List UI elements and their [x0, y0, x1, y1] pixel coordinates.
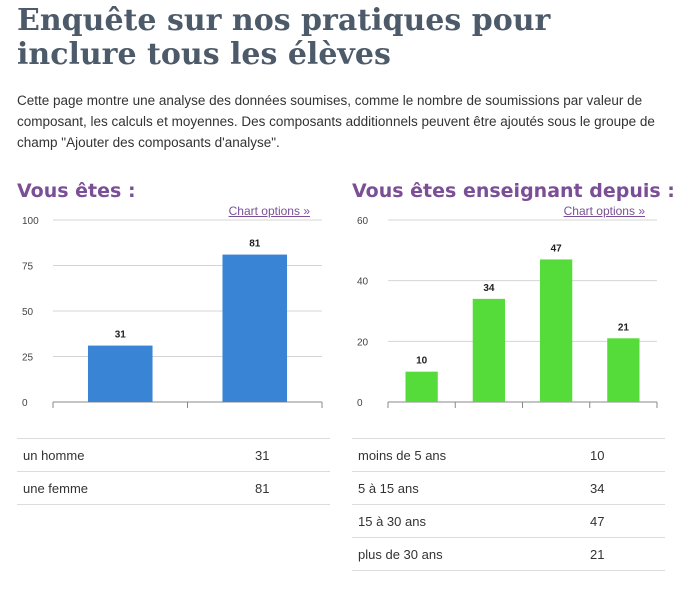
count-cell: 47	[590, 504, 665, 538]
category-cell: 15 à 30 ans	[352, 504, 590, 538]
chart-options-link[interactable]: Chart options »	[228, 204, 310, 218]
y-tick-label: 50	[22, 307, 34, 318]
experience-bar-chart: 0 20 40 60 10 34 47 21	[357, 216, 658, 409]
y-tick-label: 20	[357, 337, 369, 348]
bar-value-label: 31	[115, 330, 127, 341]
experience-panel-title: Vous êtes enseignant depuis :	[352, 180, 675, 202]
y-tick-label: 60	[357, 216, 369, 227]
table-row: une femme 81	[17, 471, 330, 505]
bar	[472, 298, 506, 402]
table-row: moins de 5 ans 10	[352, 438, 665, 472]
gender-data-table: un homme 31 une femme 81	[17, 438, 330, 505]
gender-bar-chart: 0 25 50 75 100 31 81	[22, 216, 323, 409]
bar-value-label: 10	[416, 356, 428, 367]
bar	[607, 338, 640, 402]
y-tick-label: 0	[22, 398, 28, 409]
gender-panel-title: Vous êtes :	[17, 180, 136, 202]
page-title: Enquête sur nos pratiques pour inclure t…	[17, 3, 551, 72]
y-tick-label: 25	[22, 353, 34, 364]
count-cell: 21	[590, 537, 665, 571]
table-row: 15 à 30 ans 47	[352, 504, 665, 538]
experience-panel: Vous êtes enseignant depuis : Chart opti…	[352, 180, 675, 600]
bar	[87, 345, 153, 402]
table-row: 5 à 15 ans 34	[352, 471, 665, 505]
category-cell: un homme	[17, 438, 255, 472]
bar	[222, 254, 288, 402]
bar-value-label: 21	[618, 322, 630, 333]
y-tick-label: 40	[357, 277, 369, 288]
category-cell: une femme	[17, 471, 255, 505]
y-tick-label: 75	[22, 262, 34, 273]
bar	[405, 371, 438, 402]
bar-value-label: 47	[551, 243, 563, 254]
table-row: un homme 31	[17, 438, 330, 472]
bar	[539, 259, 573, 402]
count-cell: 10	[590, 438, 665, 472]
category-cell: plus de 30 ans	[352, 537, 590, 571]
chart-options-link[interactable]: Chart options »	[563, 204, 645, 218]
y-tick-label: 0	[357, 398, 363, 409]
category-cell: moins de 5 ans	[352, 438, 590, 472]
experience-data-table: moins de 5 ans 10 5 à 15 ans 34 15 à 30 ans 4…	[352, 438, 665, 571]
intro-paragraph: Cette page montre une analyse des donnée…	[17, 93, 655, 150]
gender-panel: Vous êtes : Chart options » 0 25 50 75 100 31…	[17, 180, 332, 600]
category-cell: 5 à 15 ans	[352, 471, 590, 505]
bar-value-label: 81	[249, 239, 261, 250]
count-cell: 31	[255, 438, 330, 472]
y-tick-label: 100	[22, 216, 39, 227]
bar-value-label: 34	[483, 283, 495, 294]
count-cell: 34	[590, 471, 665, 505]
count-cell: 81	[255, 471, 330, 505]
table-row: plus de 30 ans 21	[352, 537, 665, 571]
